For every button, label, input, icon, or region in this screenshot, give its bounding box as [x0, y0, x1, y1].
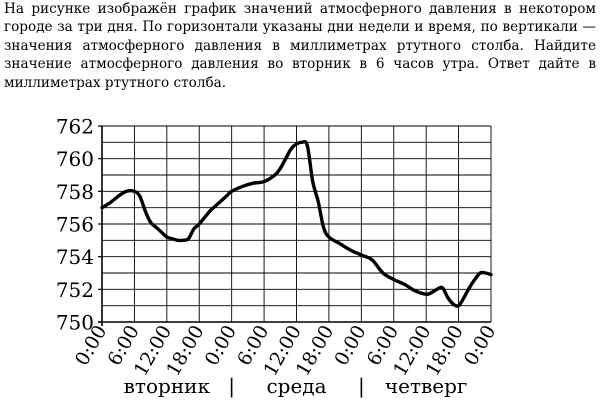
y-tick-label: 750 [56, 311, 94, 335]
day-separator: | [358, 374, 365, 399]
y-tick-labels: 750 752 754 756 758 760 762 [56, 115, 102, 335]
day-label: среда [266, 374, 326, 398]
y-tick-label: 762 [56, 115, 94, 139]
day-label: вторник [124, 374, 211, 398]
problem-text: На рисунке изображён график значений атм… [4, 1, 596, 91]
pressure-chart: 750 752 754 756 758 760 762 0:00 6:00 12:00 18:00… [0, 110, 600, 407]
x-tick-label: 0:00 [330, 322, 370, 370]
series-layer [100, 139, 493, 308]
pressure-series-line [100, 139, 493, 308]
pressure-chart-svg: 750 752 754 756 758 760 762 0:006:0012:0018:00… [56, 115, 501, 400]
x-tick-label: 0:00 [460, 322, 500, 370]
y-tick-label: 756 [56, 213, 94, 237]
x-tick-label: 0:00 [201, 322, 241, 370]
day-separator: | [228, 374, 235, 399]
y-tick-label: 754 [56, 245, 94, 269]
y-tick-label: 758 [56, 180, 94, 204]
y-tick-label: 760 [56, 147, 94, 171]
x-tick-labels: 0:006:0012:0018:000:006:0012:0018:000:00… [71, 322, 500, 380]
axes [98, 126, 491, 326]
y-tick-label: 752 [56, 278, 94, 302]
day-label: четверг [385, 374, 468, 398]
day-labels: вторник среда четверг | | [124, 374, 468, 399]
